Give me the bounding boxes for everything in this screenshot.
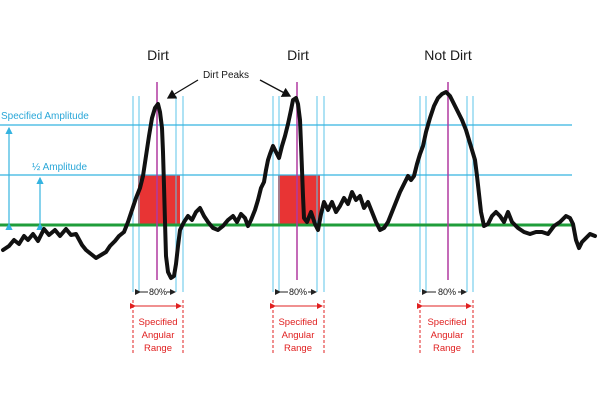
range-line1-2: Specified bbox=[278, 317, 317, 328]
angular-range-1: Specified Angular Range bbox=[130, 300, 184, 354]
range-line3-1: Range bbox=[144, 343, 172, 354]
angular-range-2: Specified Angular Range bbox=[270, 300, 325, 354]
range-line2-2: Angular bbox=[282, 330, 315, 341]
angular-range-3: Specified Angular Range bbox=[417, 300, 474, 354]
heading-dirt-middle: Dirt bbox=[287, 47, 309, 63]
percent-label-1: 80% bbox=[149, 287, 167, 297]
half-amplitude-label: ½ Amplitude bbox=[32, 162, 87, 173]
dirt-region-1 bbox=[138, 175, 180, 225]
dirt-peaks-label: Dirt Peaks bbox=[203, 70, 249, 81]
range-line2-3: Angular bbox=[431, 330, 464, 341]
signal-waveform bbox=[1, 90, 597, 280]
heading-not-dirt: Not Dirt bbox=[424, 47, 472, 63]
percent-window-2: 80% bbox=[275, 287, 317, 297]
range-line3-3: Range bbox=[433, 343, 461, 354]
dirt-peaks-arrow-left bbox=[166, 79, 199, 99]
specified-amplitude-label: Specified Amplitude bbox=[1, 111, 89, 122]
range-line1-3: Specified bbox=[427, 317, 466, 328]
range-line1-1: Specified bbox=[138, 317, 177, 328]
range-line3-2: Range bbox=[284, 343, 312, 354]
percent-label-3: 80% bbox=[438, 287, 456, 297]
range-line2-1: Angular bbox=[142, 330, 175, 341]
percent-label-2: 80% bbox=[289, 287, 307, 297]
percent-window-3: 80% bbox=[422, 287, 467, 297]
dirt-peaks-arrow-right bbox=[259, 79, 292, 97]
percent-window-1: 80% bbox=[135, 287, 176, 297]
peak-markers bbox=[156, 82, 449, 280]
heading-dirt-left: Dirt bbox=[147, 47, 169, 63]
